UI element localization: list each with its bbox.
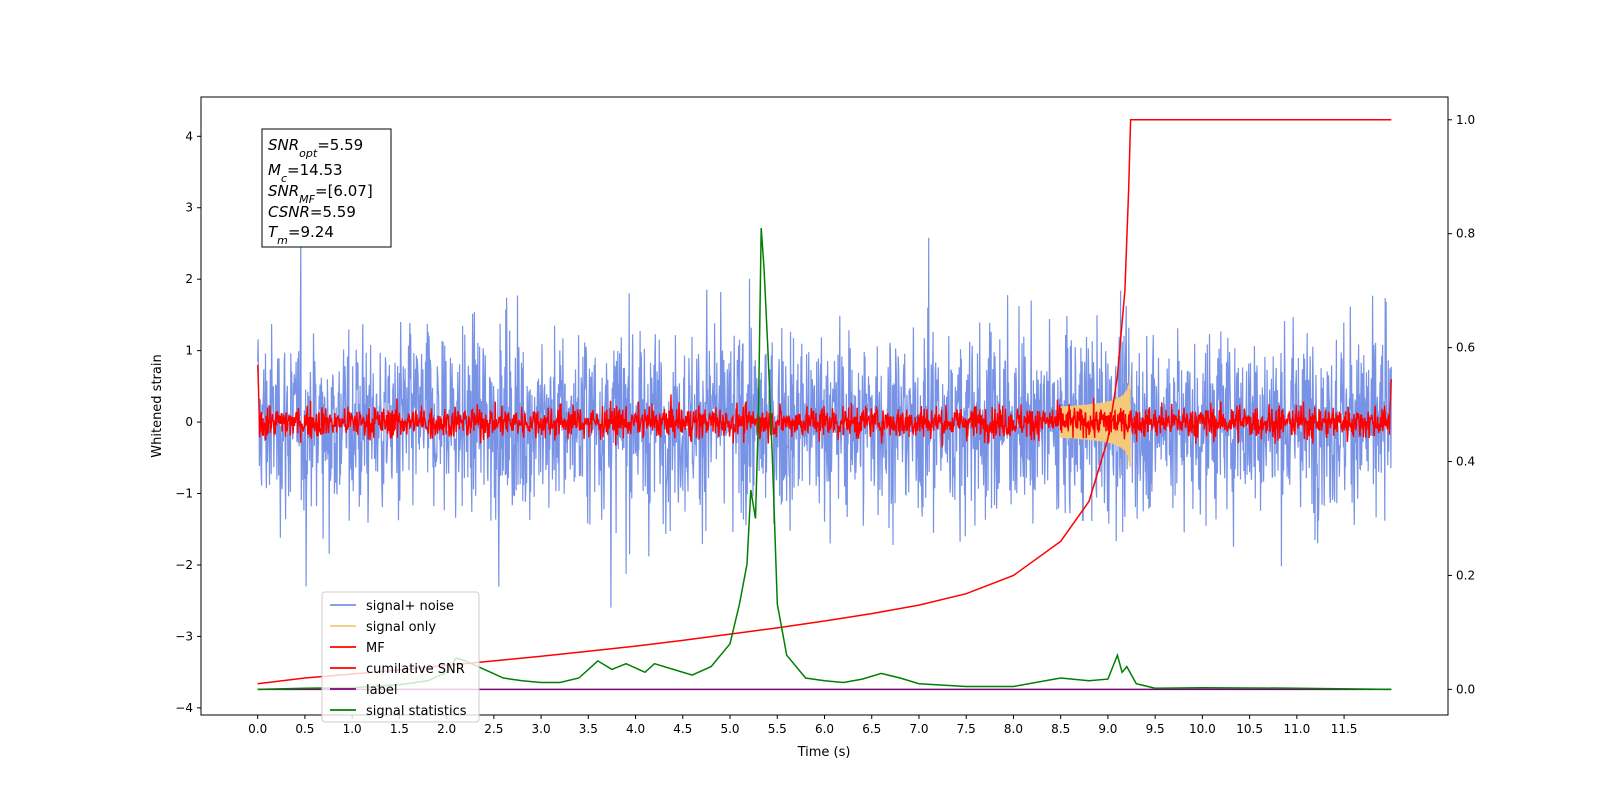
legend-entry: signal only — [366, 620, 436, 635]
y-tick-label: 2 — [185, 272, 193, 286]
x-axis: 0.0 0.5 1.0 1.5 2.0 2.5 3.0 3.5 4.0 4.5 5.0 5.5 6.0 6… — [248, 715, 1357, 736]
y2-tick-label: 0.0 — [1456, 682, 1475, 696]
y2-tick-label: 0.2 — [1456, 568, 1475, 582]
legend-entry: MF — [366, 641, 385, 656]
x-tick-label: 10.5 — [1236, 722, 1263, 736]
y-tick-label: −2 — [175, 558, 193, 572]
series-signal-noise — [257, 237, 1392, 608]
x-tick-label: 7.0 — [909, 722, 928, 736]
x-tick-label: 10.0 — [1189, 722, 1216, 736]
legend-entry: signal statistics — [366, 704, 467, 719]
x-tick-label: 5.5 — [768, 722, 787, 736]
y-tick-label: −1 — [175, 487, 193, 501]
y2-tick-label: 0.4 — [1456, 455, 1475, 469]
signal-noise-line — [257, 237, 1392, 608]
legend-entry: cumilative SNR — [366, 662, 465, 677]
legend: signal+ noise signal only MF cumilative SNR… — [321, 591, 480, 723]
info-snr-opt: SNRopt=5.59 — [268, 136, 363, 160]
y-axis-right: 0.0 0.2 0.4 0.6 0.8 1.0 — [1448, 113, 1475, 696]
y-tick-label: 0 — [185, 415, 193, 429]
x-tick-label: 0.5 — [295, 722, 314, 736]
series-mf — [257, 364, 1392, 448]
x-tick-label: 3.5 — [579, 722, 598, 736]
y-tick-label: 4 — [185, 129, 193, 143]
x-tick-label: 3.0 — [532, 722, 551, 736]
y-tick-label: −4 — [175, 701, 193, 715]
x-tick-label: 9.5 — [1146, 722, 1165, 736]
x-tick-label: 2.5 — [484, 722, 503, 736]
x-tick-label: 8.5 — [1051, 722, 1070, 736]
x-tick-label: 9.0 — [1098, 722, 1117, 736]
info-snr-mf: SNRMF=[6.07] — [268, 182, 373, 206]
y-tick-label: 3 — [185, 201, 193, 215]
x-tick-label: 6.5 — [862, 722, 881, 736]
y-tick-label: −3 — [175, 629, 193, 643]
x-tick-label: 4.0 — [626, 722, 645, 736]
y2-tick-label: 0.6 — [1456, 341, 1475, 355]
x-tick-label: 6.0 — [815, 722, 834, 736]
x-tick-label: 5.0 — [720, 722, 739, 736]
x-tick-label: 2.0 — [437, 722, 456, 736]
x-tick-label: 11.0 — [1283, 722, 1310, 736]
info-mc: Mc=14.53 — [268, 161, 343, 185]
x-axis-label: Time (s) — [797, 745, 851, 760]
x-tick-label: 0.0 — [248, 722, 267, 736]
y-axis-left: −4 −3 −2 −1 0 1 2 3 4 — [175, 129, 201, 715]
info-tm: Tm=9.24 — [268, 223, 334, 247]
x-tick-label: 11.5 — [1331, 722, 1358, 736]
series-signal-statistics — [257, 227, 1392, 691]
x-tick-label: 8.0 — [1004, 722, 1023, 736]
x-tick-label: 1.5 — [390, 722, 409, 736]
y-tick-label: 1 — [185, 344, 193, 358]
x-tick-label: 4.5 — [673, 722, 692, 736]
info-csnr: CSNR=5.59 — [268, 203, 356, 221]
y2-tick-label: 0.8 — [1456, 227, 1475, 241]
legend-entry: label — [366, 683, 397, 698]
signal-statistics-line — [257, 227, 1392, 691]
x-tick-label: 7.5 — [957, 722, 976, 736]
y-axis-label: Whitened strain — [150, 354, 165, 457]
info-box: SNRopt=5.59 Mc=14.53 SNRMF=[6.07] CSNR=5… — [261, 128, 392, 248]
x-tick-label: 1.0 — [343, 722, 362, 736]
y2-tick-label: 1.0 — [1456, 113, 1475, 127]
mf-line — [257, 364, 1392, 448]
legend-entry: signal+ noise — [366, 599, 454, 614]
